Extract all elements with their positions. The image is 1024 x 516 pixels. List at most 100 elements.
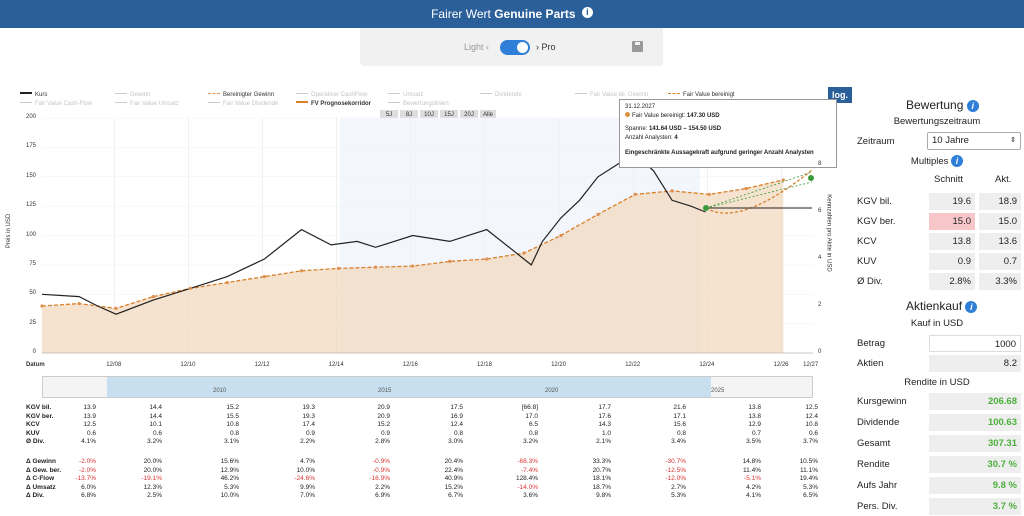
legend-fv-dividende[interactable]: Fair Value Dividende (208, 101, 278, 107)
multiple-label: KGV ber. (857, 216, 896, 227)
table-cell: 15.6% (220, 458, 239, 465)
legend-bewertungslinien[interactable]: Bewertungslinien (388, 101, 449, 107)
page-header: Fairer Wert Genuine Parts i (0, 0, 1024, 28)
legend-op-cashflow[interactable]: Operativer CashFlow (296, 92, 367, 98)
info-icon[interactable]: i (581, 7, 593, 18)
pro-label[interactable]: › Pro (536, 42, 556, 52)
table-cell: 2.5% (147, 492, 162, 500)
earnings-point (559, 233, 563, 238)
table-cell: 4.7% (300, 458, 315, 465)
timeline-navigator[interactable]: 2010 2015 2020 2025 (42, 376, 813, 398)
table-cell: -0.9% (373, 458, 390, 465)
info-icon[interactable]: i (951, 155, 964, 167)
table-cell: 0.9 (380, 429, 390, 437)
kurs-line (41, 152, 706, 315)
betrag-label: Betrag (857, 338, 885, 349)
aktien-value: 8.2 (929, 355, 1021, 372)
row-label: KUV (26, 429, 40, 437)
legend-fv-bil-gewinn[interactable]: Fair Value bil. Gewinn (575, 92, 648, 98)
zeitraum-label: Zeitraum (857, 136, 895, 147)
table-cell: 18.7% (592, 483, 611, 491)
tooltip-fv: Fair Value bereinigt: 147.30 USD (625, 112, 831, 121)
table-cell: 3.2% (147, 438, 162, 446)
aktien-label: Aktien (857, 358, 884, 369)
y-tick-label: 75 (29, 260, 36, 267)
legend-bereinigter-gewinn[interactable]: Bereinigter Gewinn (208, 92, 274, 98)
table-cell: 17.6 (598, 412, 611, 420)
legend-fv-cashflow[interactable]: Fair Value Cash-Flow (20, 101, 92, 107)
chart-tooltip: 31.12.2027 Fair Value bereinigt: 147.30 … (619, 99, 837, 168)
rendite-title: Rendite in USD (904, 377, 970, 388)
multiple-schnitt: 2.8% (929, 273, 975, 290)
table-cell: -5.1% (744, 475, 761, 483)
rendite-label: Dividende (857, 417, 900, 428)
range-15j[interactable]: 15J (440, 110, 458, 120)
navigator-selection[interactable] (107, 377, 711, 397)
legend-kurs[interactable]: Kurs (20, 92, 47, 98)
range-10j[interactable]: 10J (420, 110, 438, 120)
row-label: KCV (26, 421, 40, 429)
fair-value-area (42, 179, 784, 353)
col-akt: Akt. (995, 174, 1012, 185)
info-icon[interactable]: i (966, 100, 979, 112)
navigator-label: 2010 (213, 388, 227, 394)
legend-umsatz[interactable]: Umsatz (388, 92, 423, 98)
table-cell: 19.4% (799, 475, 818, 483)
multiple-akt: 13.6 (979, 233, 1021, 250)
x-tick-label: 12/12 (254, 362, 270, 368)
x-tick-label: 12/26 (773, 362, 789, 368)
table-cell: 10.0% (296, 466, 315, 474)
range-alle[interactable]: Alle (480, 110, 496, 120)
zeitraum-select[interactable]: 10 Jahre ⇕ (927, 132, 1021, 150)
table-cell: -12.0% (665, 475, 686, 483)
legend-fv-umsatz[interactable]: Fair Value Umsatz (115, 101, 179, 107)
table-cell: 17.5 (450, 404, 463, 411)
table-cell: 4.2% (746, 483, 761, 491)
multiple-akt: 18.9 (979, 193, 1021, 210)
table-cell: 12.9 (748, 421, 761, 429)
table-row: Δ Gewinn -2.0% 20.0% 15.6% 4.7% -0.9% 20.4% -68… (26, 458, 824, 466)
mode-switch[interactable] (500, 40, 530, 55)
betrag-input[interactable]: 1000 (929, 335, 1021, 352)
table-cell: -14.0% (517, 483, 538, 491)
multiple-akt: 3.3% (979, 273, 1021, 290)
table-row: KGV ber. 13.9 14.4 15.5 19.3 20.9 16.9 17.0 17.6… (26, 413, 824, 421)
earnings-point (262, 275, 267, 279)
earnings-point (151, 295, 155, 299)
table-cell: 14.4 (149, 404, 162, 411)
table-cell: 0.9 (305, 429, 315, 437)
legend-gewinn[interactable]: Gewinn (115, 92, 150, 98)
tooltip-analysten: Anzahl Analysten: 4 (625, 135, 678, 141)
y-right-tick-label: 0 (818, 349, 822, 355)
x-tick-label: 12/14 (328, 362, 344, 368)
rendite-label: Aufs Jahr (857, 480, 898, 491)
range-5j[interactable]: 5J (380, 110, 398, 120)
info-icon[interactable]: i (965, 301, 978, 313)
table-cell: 2.2% (300, 438, 315, 446)
legend-fv-prognose[interactable]: FV Prognosekorridor (296, 101, 371, 107)
legend-fv-bereinigt[interactable]: Fair Value bereinigt (668, 92, 735, 98)
y-tick-label: 175 (25, 143, 36, 150)
table-cell: 0.6 (152, 429, 162, 437)
table-cell: 15.2 (377, 421, 390, 429)
light-label[interactable]: Light ‹ (464, 42, 490, 52)
rendite-label: Rendite (857, 459, 890, 470)
y-tick-label: 50 (29, 290, 36, 297)
table-cell: 15.5 (226, 412, 239, 420)
table-cell: -24.6% (294, 475, 315, 483)
save-icon[interactable] (632, 41, 643, 52)
multiple-label: Ø Div. (857, 276, 883, 287)
range-20j[interactable]: 20J (460, 110, 478, 120)
range-8j[interactable]: 8J (400, 110, 418, 120)
earnings-point (522, 251, 526, 255)
table-cell: -16.9% (369, 475, 390, 483)
table-cell: 13.8 (748, 412, 761, 420)
earnings-point (336, 266, 341, 270)
earnings-point (114, 306, 118, 310)
table-cell: 14.3 (598, 421, 611, 429)
table-cell: 6.0% (81, 483, 96, 491)
legend-dividende[interactable]: Dividende (480, 92, 522, 98)
row-label: KGV bil. (26, 404, 52, 411)
table-cell: 0.8 (676, 429, 686, 437)
earnings-point (374, 265, 378, 269)
